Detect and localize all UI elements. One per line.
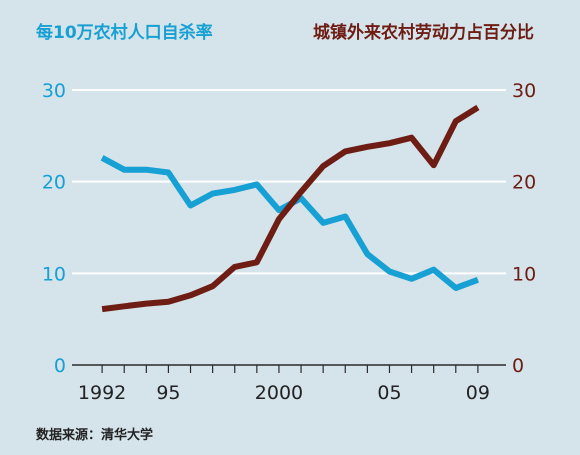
left-y-tick-label: 20 <box>42 172 66 194</box>
series-line-migrant-share <box>101 104 480 313</box>
x-tick-label: 2000 <box>255 382 303 404</box>
right-y-tick-label: 10 <box>512 263 536 285</box>
left-y-tick-label: 30 <box>42 80 66 102</box>
left-y-tick-label: 10 <box>42 263 66 285</box>
x-tick-label: 09 <box>466 382 490 404</box>
x-tick-label: 95 <box>156 382 180 404</box>
series-line-suicide-rate <box>100 155 479 291</box>
right-y-tick-label: 20 <box>512 172 536 194</box>
right-axis-title: 城镇外来农村劳动力占百分比 <box>313 23 534 43</box>
left-axis-title: 每10万农村人口自杀率 <box>36 23 213 43</box>
right-y-tick-label: 0 <box>512 355 524 377</box>
x-tick-label: 05 <box>377 382 401 404</box>
x-tick-label: 1992 <box>78 382 126 404</box>
left-y-tick-label: 0 <box>54 355 66 377</box>
right-y-tick-label: 30 <box>512 80 536 102</box>
source-note: 数据来源：清华大学 <box>36 428 154 443</box>
